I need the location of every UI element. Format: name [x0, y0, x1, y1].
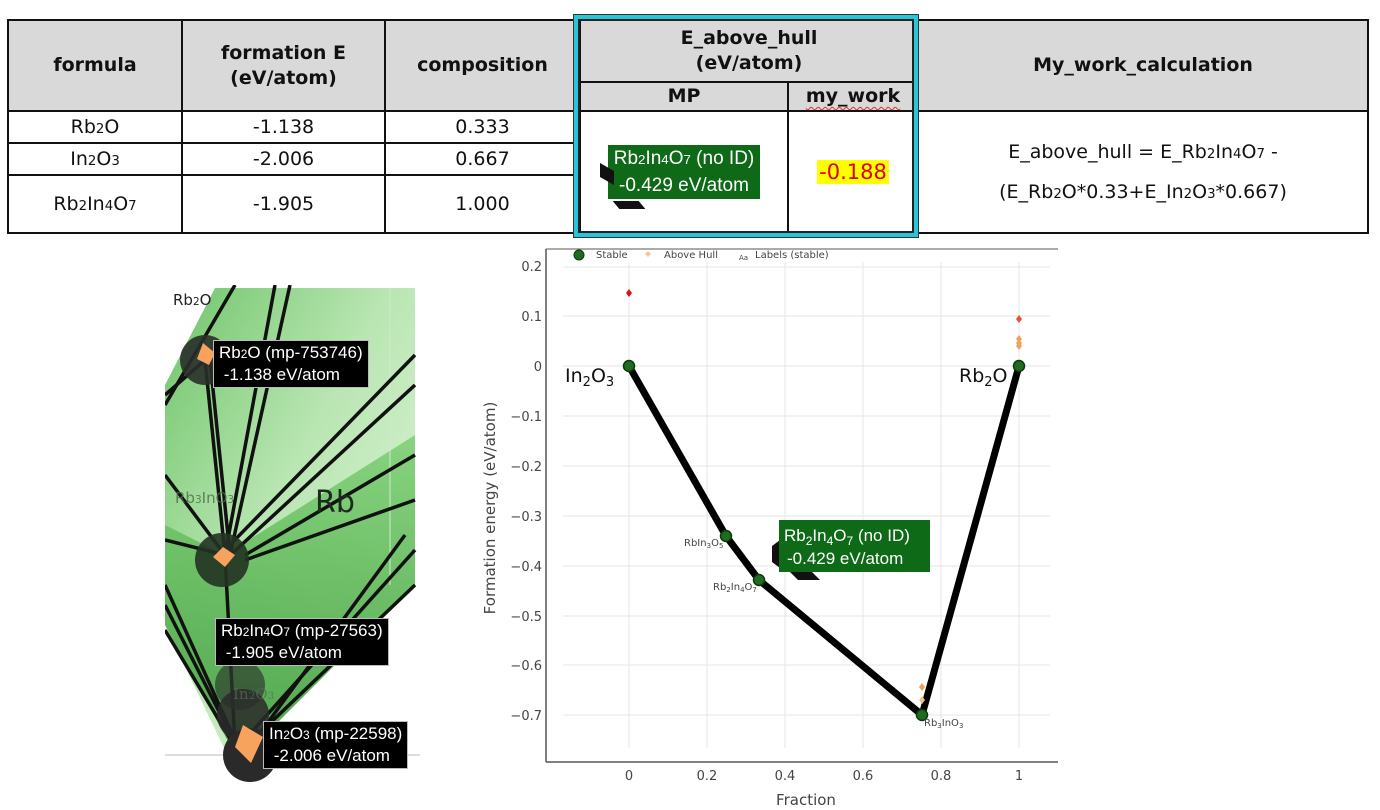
composition-cell: 0.333 [384, 110, 581, 144]
legend-above-hull-label[interactable]: Above Hull [664, 250, 718, 261]
svg-text:Rb2In4O7 (no ID): Rb2In4O7 (no ID) [784, 526, 910, 548]
stable-points [622, 359, 1026, 722]
header-formation-energy: formation E (eV/atom) [181, 19, 386, 112]
svg-text:-0.429 eV/atom: -0.429 eV/atom [787, 549, 903, 568]
x-axis-label: Fraction [776, 791, 836, 809]
point-rb2in4o7[interactable] [752, 573, 766, 587]
my-work-value-cell: -0.188 [787, 110, 919, 234]
label-rb2o-large: Rb2O [959, 365, 1008, 390]
formation-energy-cell: -1.905 [181, 174, 386, 234]
y-tick-labels: 0.2 0.1 0 −0.1 −0.2 −0.3 −0.4 −0.5 −0.6 … [510, 260, 542, 724]
svg-text:0: 0 [534, 360, 542, 375]
legend-stable-icon [573, 249, 585, 261]
point-rb3ino3[interactable] [915, 708, 929, 722]
table-row: In2O3 -2.006 0.667 [7, 142, 1368, 176]
legend-above-hull-icon [645, 251, 651, 257]
formation-energy-cell: -2.006 [181, 142, 386, 176]
svg-text:0: 0 [625, 769, 633, 784]
svg-text:0.4: 0.4 [775, 769, 796, 784]
formation-energy-cell: -1.138 [181, 110, 386, 144]
svg-text:−0.4: −0.4 [510, 560, 542, 575]
svg-text:−0.2: −0.2 [510, 460, 542, 475]
header-my-work: my_work [787, 81, 919, 112]
chart-legend[interactable]: Stable Above Hull Aa Labels (stable) [573, 249, 829, 262]
phase-diagram-3d-view: Rb2O Rb Rb3InO3 In2O3 Rb2O (mp-753746) -… [165, 285, 420, 790]
above-hull-points [626, 289, 1022, 704]
faded-label-rb3ino3: Rb3InO3 [175, 489, 235, 507]
header-my-work-calculation: My_work_calculation [917, 19, 1369, 112]
formula-cell: Rb2O [7, 110, 183, 144]
e-above-hull-table: formula formation E (eV/atom) composition… [7, 19, 1369, 234]
svg-text:−0.1: −0.1 [510, 410, 542, 425]
svg-text:0.8: 0.8 [931, 769, 952, 784]
tooltip-rb2o: Rb2O (mp-753746) -1.138 eV/atom [213, 340, 369, 388]
x-tick-labels: 0 0.2 0.4 0.6 0.8 1 [625, 769, 1023, 784]
point-rb2o[interactable] [1012, 359, 1026, 373]
svg-text:−0.5: −0.5 [510, 610, 542, 625]
label-rb2in4o7: Rb2In4O7 [713, 582, 757, 594]
composition-cell: 1.000 [384, 174, 581, 234]
svg-text:−0.6: −0.6 [510, 659, 542, 674]
header-formula: formula [7, 19, 183, 112]
svg-text:0.1: 0.1 [521, 310, 542, 325]
svg-text:−0.7: −0.7 [510, 709, 542, 724]
legend-stable-label[interactable]: Stable [596, 250, 628, 261]
formula-cell: In2O3 [7, 142, 183, 176]
chart-tooltip-rb2in4o7: Rb2In4O7 (no ID) -0.429 eV/atom [772, 520, 930, 580]
svg-text:1: 1 [1015, 769, 1023, 784]
svg-text:0.2: 0.2 [521, 260, 542, 275]
formula-cell: Rb2In4O7 [7, 174, 183, 234]
svg-text:0.2: 0.2 [697, 769, 718, 784]
label-rb3ino3: Rb3InO3 [924, 718, 963, 730]
tooltip-rb2in4o7: Rb2In4O7 (mp-27563) -1.905 eV/atom [215, 618, 389, 666]
faded-label-in2o3: In2O3 [233, 685, 275, 703]
corner-label-rb2o: Rb2O [173, 291, 212, 309]
table-row: Rb2In4O7 -1.905 1.000 [7, 174, 1368, 234]
header-e-above-hull: E_above_hull (eV/atom) [579, 19, 919, 83]
region-label-rb: Rb [315, 485, 355, 520]
composition-cell: 0.667 [384, 142, 581, 176]
calculation-cell: E_above_hull = E_Rb2In4O7 - (E_Rb2O*0.33… [917, 110, 1369, 234]
table-row: Rb2O -1.138 0.333 Rb2In4O7 (no ID) -0.42… [7, 110, 1369, 234]
mp-value-cell: Rb2In4O7 (no ID) -0.429 eV/atom [579, 110, 789, 234]
point-in2o3[interactable] [622, 359, 636, 373]
svg-text:−0.3: −0.3 [510, 510, 542, 525]
label-rbin3o5: RbIn3O5 [684, 538, 723, 550]
legend-labels-icon: Aa [739, 254, 748, 262]
legend-labels-label[interactable]: Labels (stable) [755, 250, 829, 261]
label-in2o3-large: In2O3 [565, 365, 614, 390]
y-axis-label: Formation energy (eV/atom) [481, 402, 499, 615]
point-rbin3o5[interactable] [719, 529, 733, 543]
mp-tooltip-badge: Rb2In4O7 (no ID) -0.429 eV/atom [599, 145, 761, 209]
svg-text:0.6: 0.6 [853, 769, 874, 784]
header-mp: MP [579, 81, 789, 112]
header-composition: composition [384, 19, 581, 112]
tooltip-in2o3: In2O3 (mp-22598) -2.006 eV/atom [263, 721, 409, 769]
my-work-value: -0.188 [817, 160, 889, 184]
